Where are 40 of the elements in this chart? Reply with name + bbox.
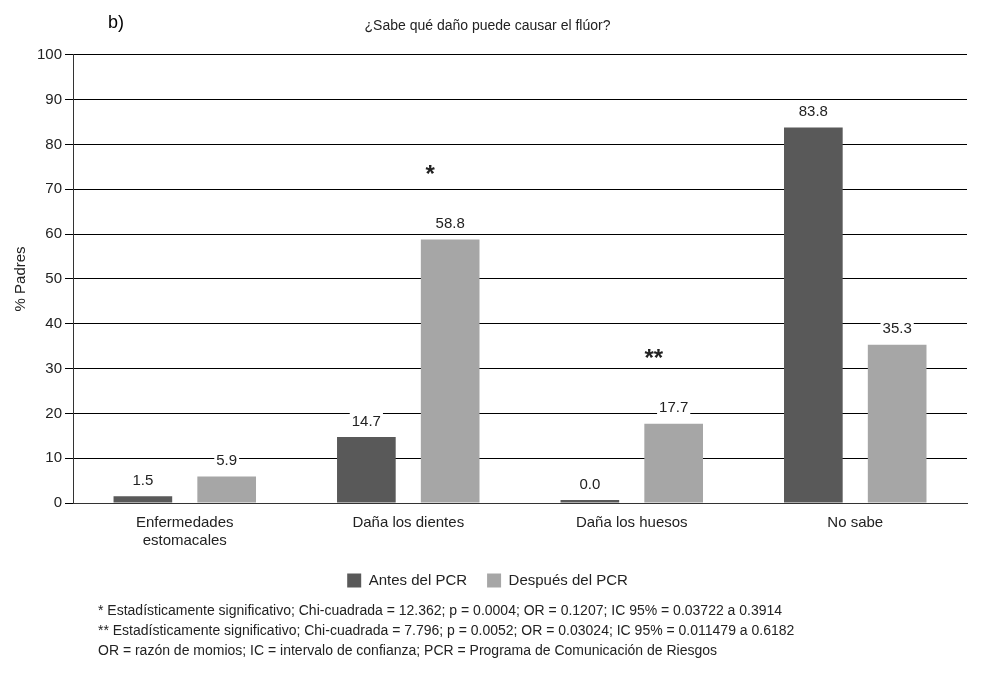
y-tick-label: 90 [45,89,63,107]
data-label: 1.5 [132,470,154,488]
x-tick-label: Daña los dientes [352,513,465,531]
chart-title: ¿Sabe qué daño puede causar el flúor? [364,17,611,34]
legend-label: Después del PCR [508,570,628,588]
y-tick-label: 40 [45,313,63,331]
bar [420,239,480,503]
y-tick-label: 50 [45,269,63,287]
bar [337,437,396,503]
text: OR = razón de momios; IC = intervalo de confianza; PCR = Programa de Comunicación de Riesgos [98,641,719,660]
x-tick-label: Daña los huesos [575,513,688,531]
text: ** Estadísticamente significativo; Chi-cuadrada = 7.796; p = 0.0052; OR = 0.03024; IC 95% = 0.011479 a 0.6182 [98,621,796,640]
y-tick-label: 100 [37,44,63,62]
data-label: 58.8 [435,214,465,232]
x-tick-label: No sabe [827,513,884,531]
y-tick-label: 20 [45,403,63,421]
bar [113,496,173,503]
bar [644,423,703,503]
bar [197,476,257,503]
data-label: 14.7 [351,411,381,429]
y-tick-label: 70 [45,179,63,197]
text: * Estadísticamente significativo; Chi-cuadrada = 12.362; p = 0.0004; OR = 0.1207; IC 95% = 0.03722 a 0.3914 [98,601,784,620]
y-tick-label: 0 [53,493,63,511]
bar [784,127,843,503]
y-tick-label: 80 [45,134,63,152]
annotation: * [425,160,436,188]
y-tick-label: 10 [45,448,63,466]
text: b) [108,12,125,33]
data-label: 17.7 [659,398,689,416]
y-tick-label: 30 [45,358,63,376]
y-axis-title: % Padres [11,246,29,312]
data-label: 5.9 [216,451,238,469]
x-tick-label: Enfermedades estomacales [135,513,234,549]
y-tick-label: 60 [45,224,63,242]
bar [867,344,927,503]
data-label: 83.8 [798,102,828,120]
annotation: ** [644,344,664,372]
data-label: 0.0 [579,474,601,492]
legend-label: Antes del PCR [368,570,468,588]
data-label: 35.3 [882,319,912,337]
